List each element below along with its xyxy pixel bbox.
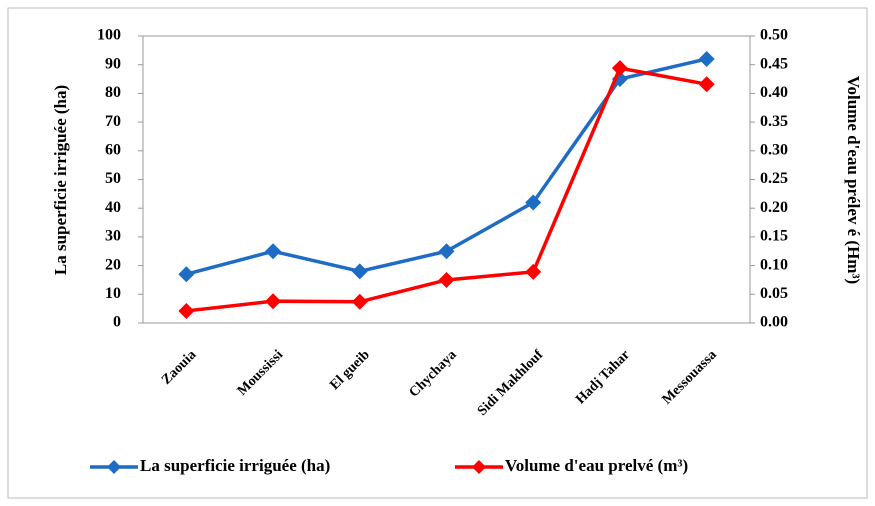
y2-tick-label: 0.15	[760, 228, 788, 245]
legend-marker	[107, 460, 121, 474]
marker	[525, 194, 542, 211]
legend-marker	[472, 460, 486, 474]
x-tick-label: Moussissi	[235, 347, 286, 398]
x-tick-label: Chychaya	[407, 347, 460, 400]
y-tick-label: 30	[105, 228, 121, 245]
y2-tick-label: 0.25	[760, 170, 788, 187]
marker	[698, 50, 715, 67]
y2-tick-label: 0.30	[760, 141, 788, 158]
y2-tick-label: 0.05	[760, 285, 788, 302]
y-tick-label: 10	[105, 285, 121, 302]
x-tick-label: Messouassa	[660, 347, 720, 407]
y-tick-label: 20	[105, 256, 121, 273]
y-tick-label: 60	[105, 141, 121, 158]
marker	[178, 266, 195, 283]
marker	[351, 293, 368, 310]
y-tick-label: 80	[105, 84, 121, 101]
y2-tick-label: 0.35	[760, 113, 788, 130]
y2-tick-label: 0.20	[760, 199, 788, 216]
marker	[265, 293, 282, 310]
y-tick-label: 40	[105, 199, 121, 216]
y-axis-label: La superficie irriguée (ha)	[51, 85, 70, 275]
marker	[351, 263, 368, 280]
y2-tick-label: 0.50	[760, 27, 788, 44]
y-tick-label: 100	[97, 27, 121, 44]
x-tick-label: Sidi Makhlouf	[475, 347, 547, 419]
series-line	[185, 57, 708, 276]
marker	[178, 302, 195, 319]
marker	[438, 243, 455, 260]
y2-tick-label: 0.45	[760, 55, 788, 72]
x-tick-label: Zaouia	[159, 347, 199, 387]
y2-tick-label: 0.10	[760, 256, 788, 273]
y-tick-label: 0	[113, 314, 121, 331]
legend-label: Volume d'eau prelvé (m³)	[505, 456, 688, 475]
y2-tick-label: 0.00	[760, 314, 788, 331]
x-tick-label: El gueib	[327, 347, 373, 393]
y2-axis-label: Volume d'eau prélev é (Hm³)	[844, 76, 863, 284]
chart-frame	[7, 7, 868, 499]
marker	[611, 60, 628, 77]
legend-label: La superficie irriguée (ha)	[140, 456, 330, 475]
marker	[698, 76, 715, 93]
marker	[525, 263, 542, 280]
y-tick-label: 90	[105, 55, 121, 72]
x-tick-label: Hadj Tahar	[573, 347, 633, 407]
y-tick-label: 50	[105, 170, 121, 187]
y-tick-label: 70	[105, 113, 121, 130]
marker	[438, 271, 455, 288]
marker	[265, 243, 282, 260]
y2-tick-label: 0.40	[760, 84, 788, 101]
